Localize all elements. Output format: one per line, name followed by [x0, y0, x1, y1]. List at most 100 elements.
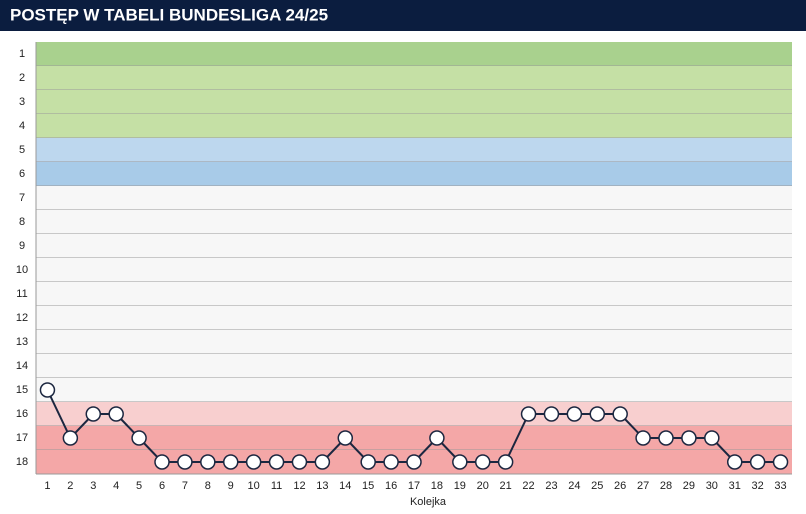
point-marker — [108, 406, 124, 422]
x-tick-label: 3 — [90, 480, 96, 492]
chart-title: POSTĘP W TABELI BUNDESLIGA 24/25 — [10, 5, 328, 24]
y-tick-label: 8 — [19, 216, 25, 228]
point-marker — [245, 454, 262, 470]
x-tick-label: 11 — [271, 480, 282, 492]
point-marker — [222, 454, 239, 470]
point-marker — [772, 454, 789, 470]
header-bar — [0, 0, 806, 31]
y-tick-label: 2 — [19, 72, 25, 84]
row-band — [36, 90, 792, 114]
row-band — [36, 138, 792, 162]
point-marker — [566, 406, 583, 422]
x-tick-label: 21 — [500, 480, 512, 492]
point-marker — [543, 406, 560, 422]
x-tick-label: 31 — [729, 480, 741, 492]
x-tick-label: 1 — [44, 480, 50, 492]
point-marker — [704, 430, 720, 446]
point-marker — [589, 406, 606, 422]
row-band — [36, 258, 792, 282]
y-tick-label: 10 — [16, 264, 28, 276]
x-tick-label: 13 — [316, 480, 328, 492]
point-marker — [497, 454, 514, 470]
x-tick-label: 16 — [385, 480, 397, 492]
x-tick-label: 15 — [362, 480, 374, 492]
row-band — [36, 378, 792, 402]
y-tick-label: 9 — [19, 240, 25, 252]
x-tick-label: 4 — [113, 480, 119, 492]
point-marker — [337, 430, 354, 446]
row-band — [36, 42, 792, 66]
row-band — [36, 162, 792, 186]
row-band — [36, 330, 792, 354]
x-tick-label: 14 — [339, 480, 351, 492]
point-marker — [360, 454, 376, 470]
x-tick-label: 9 — [228, 480, 234, 492]
point-marker — [406, 454, 422, 470]
x-tick-label: 12 — [293, 480, 305, 492]
x-tick-label: 24 — [568, 480, 580, 492]
point-marker — [474, 454, 491, 470]
row-band — [36, 282, 792, 306]
y-tick-label: 18 — [16, 456, 28, 468]
y-tick-label: 1 — [19, 48, 25, 60]
point-marker — [268, 454, 285, 470]
y-tick-label: 14 — [16, 360, 28, 372]
x-tick-label: 6 — [159, 480, 165, 492]
point-marker — [612, 406, 628, 422]
point-marker — [177, 454, 193, 470]
x-tick-label: 25 — [591, 480, 603, 492]
x-tick-label: 7 — [182, 480, 188, 492]
point-marker — [291, 454, 308, 470]
y-tick-label: 3 — [19, 96, 25, 108]
point-marker — [749, 454, 766, 470]
point-marker — [726, 454, 743, 470]
y-tick-label: 6 — [19, 168, 25, 180]
y-tick-label: 7 — [19, 192, 25, 204]
point-marker — [520, 406, 537, 422]
point-marker — [681, 430, 697, 446]
x-tick-label: 32 — [752, 480, 764, 492]
point-marker — [85, 406, 102, 422]
y-tick-label: 5 — [19, 144, 25, 156]
row-band — [36, 66, 792, 90]
y-tick-label: 16 — [16, 408, 28, 420]
y-tick-label: 13 — [16, 336, 28, 348]
x-tick-label: 23 — [545, 480, 557, 492]
point-marker — [154, 454, 170, 470]
x-tick-label: 22 — [522, 480, 534, 492]
x-tick-label: 29 — [683, 480, 695, 492]
point-marker — [62, 430, 79, 446]
row-band — [36, 306, 792, 330]
row-band — [36, 210, 792, 234]
x-tick-label: 5 — [136, 480, 142, 492]
x-tick-label: 26 — [614, 480, 626, 492]
y-tick-label: 12 — [16, 312, 28, 324]
point-marker — [383, 454, 399, 470]
x-tick-label: 19 — [454, 480, 466, 492]
row-band — [36, 114, 792, 138]
point-marker — [635, 430, 651, 446]
x-tick-label: 8 — [205, 480, 211, 492]
x-tick-label: 27 — [637, 480, 649, 492]
x-tick-label: 20 — [477, 480, 489, 492]
point-marker — [131, 430, 147, 446]
y-tick-label: 11 — [16, 288, 27, 300]
point-marker — [429, 430, 445, 446]
y-tick-label: 17 — [16, 432, 28, 444]
row-band — [36, 186, 792, 210]
point-marker — [200, 454, 216, 470]
x-tick-label: 10 — [248, 480, 260, 492]
x-axis-label: Kolejka — [410, 496, 447, 508]
row-band — [36, 354, 792, 378]
x-tick-label: 18 — [431, 480, 443, 492]
x-tick-label: 30 — [706, 480, 718, 492]
point-marker — [314, 454, 331, 470]
row-band — [36, 402, 792, 426]
point-marker — [39, 382, 56, 398]
y-tick-label: 4 — [19, 120, 25, 132]
row-band — [36, 234, 792, 258]
point-marker — [658, 430, 674, 446]
point-marker — [452, 454, 468, 470]
x-tick-label: 28 — [660, 480, 672, 492]
